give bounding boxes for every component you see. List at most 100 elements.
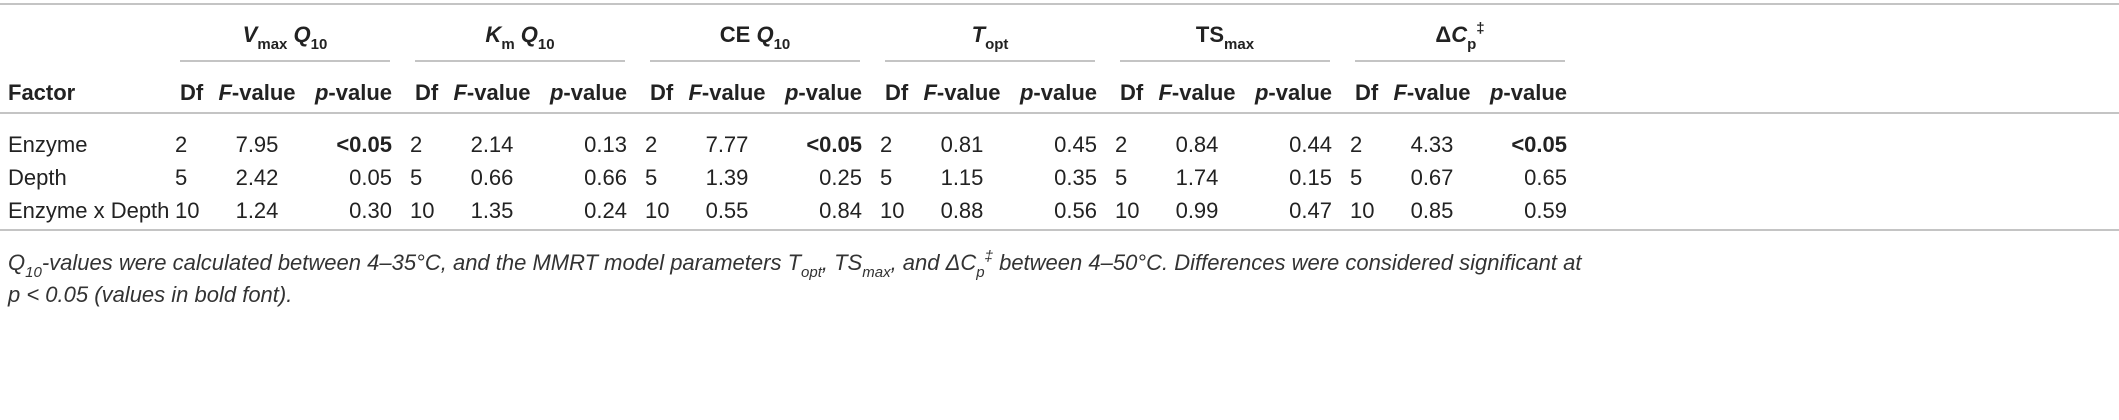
- cell: 0.56: [1054, 198, 1097, 223]
- cell: 0.05: [349, 165, 392, 190]
- text-part: 10: [25, 264, 42, 281]
- rich-text: ΔCp‡: [1435, 20, 1484, 53]
- text-part: -value: [232, 80, 296, 105]
- text-part: 10: [538, 36, 555, 53]
- cell: 5: [1115, 165, 1127, 190]
- text-part: Df: [885, 80, 909, 105]
- text-part: K: [485, 22, 503, 47]
- text-part: Q: [287, 22, 310, 47]
- rich-text: TSmax: [1196, 22, 1255, 53]
- text-part: max: [862, 264, 891, 281]
- text-part: 10: [774, 36, 791, 53]
- rich-text: p < 0.05 (values in bold font).: [7, 282, 292, 307]
- text-part: V: [243, 22, 260, 47]
- text-part: F: [688, 80, 702, 105]
- cell: 0.15: [1289, 165, 1332, 190]
- cell: 5: [645, 165, 657, 190]
- cell: 2: [1115, 132, 1127, 157]
- text-part: p: [549, 80, 563, 105]
- cell: 2.14: [471, 132, 514, 157]
- cell: 7.95: [236, 132, 279, 157]
- cell: 5: [410, 165, 422, 190]
- text-part: -values were calculated between 4–35°C, …: [42, 250, 803, 275]
- cell: 0.13: [584, 132, 627, 157]
- cell: 10: [1350, 198, 1374, 223]
- text-part: -value: [1503, 80, 1567, 105]
- cell: 1.15: [941, 165, 984, 190]
- cell: 0.66: [471, 165, 514, 190]
- cell: <0.05: [1511, 132, 1567, 157]
- rich-text: Df: [1355, 80, 1379, 105]
- rich-text: F-value: [923, 80, 1000, 105]
- text-part: Q: [515, 22, 538, 47]
- text-part: p: [975, 264, 984, 281]
- cell: 0.81: [941, 132, 984, 157]
- text-part: between 4–50°C. Differences were conside…: [993, 250, 1582, 275]
- rich-text: p-value: [1489, 80, 1567, 105]
- rich-text: Vmax Q10: [243, 22, 328, 53]
- text-part: -value: [1268, 80, 1332, 105]
- cell: 2: [175, 132, 187, 157]
- cell: <0.05: [806, 132, 862, 157]
- cell: Enzyme x Depth: [8, 198, 169, 223]
- text-part: -value: [328, 80, 392, 105]
- text-part: Δ: [1435, 22, 1451, 47]
- text-part: -value: [563, 80, 627, 105]
- text-part: Df: [1120, 80, 1144, 105]
- text-part: Factor: [8, 80, 76, 105]
- text-part: Df: [1355, 80, 1379, 105]
- cell: 2: [1350, 132, 1362, 157]
- cell: 0.85: [1411, 198, 1454, 223]
- rich-text: p-value: [784, 80, 862, 105]
- rich-text: Df: [650, 80, 674, 105]
- cell: 0.59: [1524, 198, 1567, 223]
- cell: Enzyme: [8, 132, 87, 157]
- rich-text: F-value: [1393, 80, 1470, 105]
- cell: 1.24: [236, 198, 279, 223]
- rich-text: Df: [1120, 80, 1144, 105]
- text-part: F: [453, 80, 467, 105]
- text-part: m: [501, 36, 514, 53]
- cell: 0.84: [1176, 132, 1219, 157]
- rich-text: F-value: [688, 80, 765, 105]
- text-part: , TS: [822, 250, 863, 275]
- cell: 2: [645, 132, 657, 157]
- text-part: p: [1254, 80, 1268, 105]
- cell: 10: [1115, 198, 1139, 223]
- cell: 10: [175, 198, 199, 223]
- cell: 0.84: [819, 198, 862, 223]
- text-part: CE: [720, 22, 757, 47]
- text-part: opt: [985, 36, 1008, 53]
- cell: 0.66: [584, 165, 627, 190]
- cell: 5: [880, 165, 892, 190]
- cell: 1.74: [1176, 165, 1219, 190]
- rich-text: Df: [180, 80, 204, 105]
- text-part: -value: [1172, 80, 1236, 105]
- text-part: C: [1451, 22, 1468, 47]
- cell: 0.45: [1054, 132, 1097, 157]
- text-part: Q: [756, 22, 773, 47]
- rich-text: F-value: [1158, 80, 1235, 105]
- rich-text: Df: [885, 80, 909, 105]
- cell: 0.67: [1411, 165, 1454, 190]
- text-part: F: [1158, 80, 1172, 105]
- text-part: -value: [1033, 80, 1097, 105]
- cell: 2: [410, 132, 422, 157]
- text-part: p: [1467, 36, 1476, 53]
- cell: 10: [645, 198, 669, 223]
- text-part: opt: [801, 264, 823, 281]
- rich-text: Km Q10: [485, 22, 554, 53]
- text-part: Df: [415, 80, 439, 105]
- cell: 5: [1350, 165, 1362, 190]
- cell: 0.44: [1289, 132, 1332, 157]
- text-part: Df: [650, 80, 674, 105]
- cell: 2: [880, 132, 892, 157]
- rich-text: CE Q10: [720, 22, 791, 53]
- cell: 0.25: [819, 165, 862, 190]
- cell: 0.88: [941, 198, 984, 223]
- rich-text: p-value: [1254, 80, 1332, 105]
- cell: 0.35: [1054, 165, 1097, 190]
- cell: 5: [175, 165, 187, 190]
